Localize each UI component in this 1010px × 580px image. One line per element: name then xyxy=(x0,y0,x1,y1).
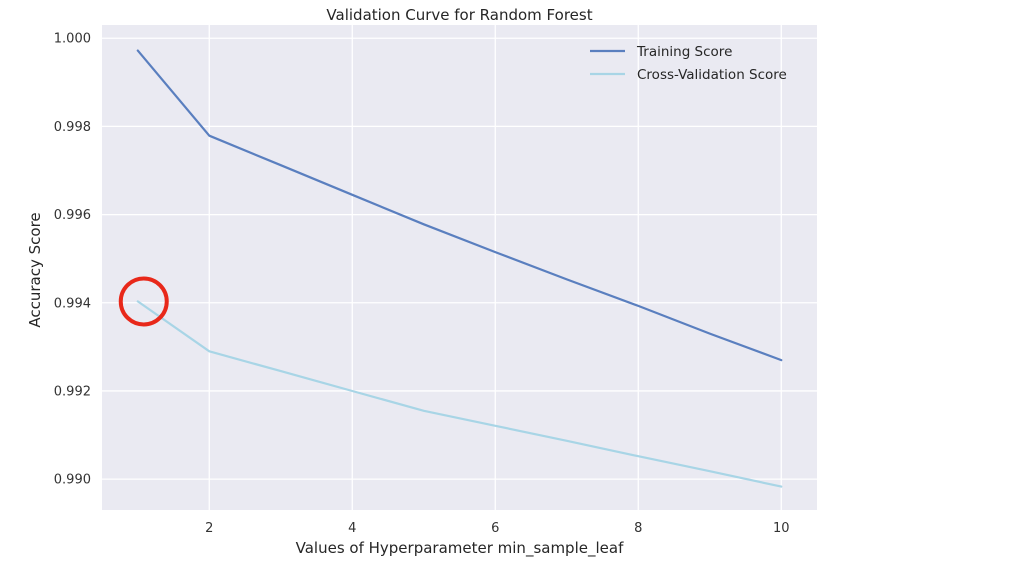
legend-label-training: Training Score xyxy=(636,44,732,60)
x-axis-label: Values of Hyperparameter min_sample_leaf xyxy=(296,539,624,558)
plot-area xyxy=(102,25,817,510)
annotation-circle xyxy=(118,276,169,327)
x-tick-label: 4 xyxy=(348,521,356,536)
x-tick-label: 6 xyxy=(491,521,499,536)
x-tick-label: 8 xyxy=(634,521,642,536)
chart-title: Validation Curve for Random Forest xyxy=(326,6,592,24)
series-line-cross-validation xyxy=(136,300,783,488)
y-tick-label: 0.992 xyxy=(54,384,91,399)
x-tick-labels: 2 4 6 8 10 xyxy=(205,521,789,536)
y-tick-label: 0.994 xyxy=(54,296,91,311)
y-tick-label: 1.000 xyxy=(54,32,91,47)
series-line-training xyxy=(136,49,783,362)
legend: Training Score Cross-Validation Score xyxy=(590,44,787,83)
x-tick-label: 10 xyxy=(773,521,790,536)
y-axis-label: Accuracy Score xyxy=(26,212,44,327)
y-tick-label: 0.990 xyxy=(54,473,91,488)
y-tick-label: 0.996 xyxy=(54,208,91,223)
y-tick-labels: 0.990 0.992 0.994 0.996 0.998 1.000 xyxy=(54,32,91,488)
legend-label-cv: Cross-Validation Score xyxy=(637,67,787,83)
series-lines xyxy=(136,49,783,488)
grid-lines xyxy=(102,25,817,510)
x-tick-label: 2 xyxy=(205,521,213,536)
y-tick-label: 0.998 xyxy=(54,120,91,135)
annotations xyxy=(118,276,169,327)
